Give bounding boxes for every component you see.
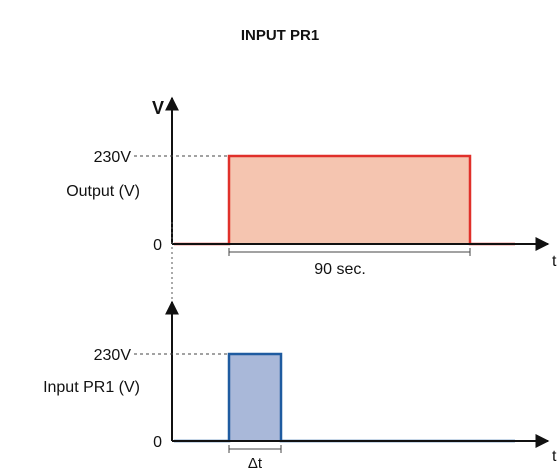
output-y-axis-symbol: V — [152, 98, 164, 118]
output-chart: V t 230V Output (V) 0 90 sec. — [66, 96, 557, 278]
input-waveform — [174, 352, 515, 443]
input-duration-bracket — [228, 445, 282, 453]
input-chart: t 230V Input PR1 (V) 0 Δt — [43, 300, 557, 472]
input-pulse-fill — [229, 354, 281, 441]
output-pulse-fill — [229, 156, 470, 244]
output-duration-label: 90 sec. — [314, 261, 366, 278]
output-signal-label: Output (V) — [66, 183, 140, 200]
output-duration-bracket — [228, 248, 471, 256]
diagram-title: INPUT PR1 — [241, 27, 319, 44]
input-level-label: 230V — [94, 347, 132, 364]
input-x-axis-symbol: t — [552, 448, 557, 465]
input-zero-label: 0 — [153, 434, 162, 451]
input-duration-label: Δt — [248, 455, 263, 472]
output-x-axis-symbol: t — [552, 253, 557, 270]
input-signal-label: Input PR1 (V) — [43, 379, 140, 396]
output-level-label: 230V — [94, 149, 132, 166]
output-zero-label: 0 — [153, 237, 162, 254]
